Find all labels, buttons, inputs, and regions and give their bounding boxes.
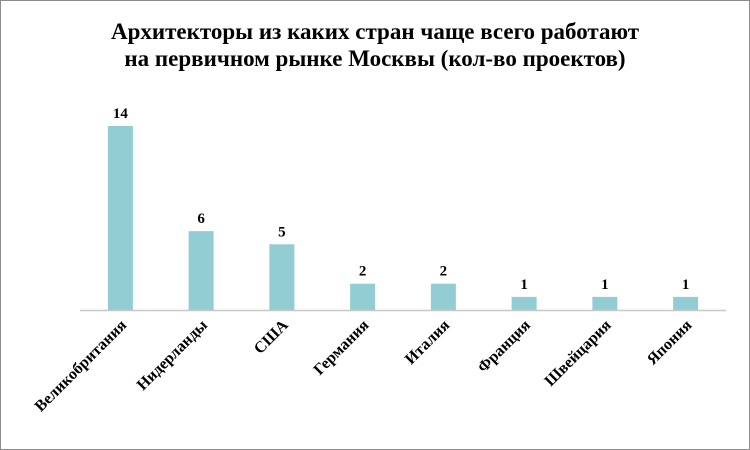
bar: [673, 296, 699, 310]
category-label: Италия: [402, 317, 454, 369]
data-label: 1: [520, 277, 528, 293]
category-label: Нидерланды: [134, 316, 212, 394]
category-label: Германия: [311, 317, 373, 379]
data-label: 2: [359, 264, 367, 280]
bar: [511, 296, 537, 310]
bar: [592, 296, 618, 310]
data-label: 14: [113, 106, 129, 122]
chart-title-line-2: на первичном рынке Москвы (кол-во проект…: [124, 46, 626, 71]
category-label: Япония: [644, 317, 696, 369]
data-label: 1: [682, 277, 690, 293]
category-label: Швейцария: [541, 317, 614, 390]
data-label: 5: [278, 224, 286, 240]
data-label: 2: [440, 264, 448, 280]
bar: [350, 283, 376, 310]
chart-title: Архитекторы из каких стран чаще всего ра…: [1, 18, 749, 72]
category-label: Франция: [475, 317, 535, 377]
data-label: 1: [601, 277, 609, 293]
bar: [188, 231, 214, 310]
chart-title-line-1: Архитекторы из каких стран чаще всего ра…: [110, 19, 640, 44]
data-label: 6: [197, 211, 205, 227]
bar: [269, 244, 295, 310]
bar: [430, 283, 456, 310]
category-label: США: [251, 316, 292, 357]
bar: [107, 126, 133, 310]
category-label: Великобритания: [32, 317, 131, 416]
